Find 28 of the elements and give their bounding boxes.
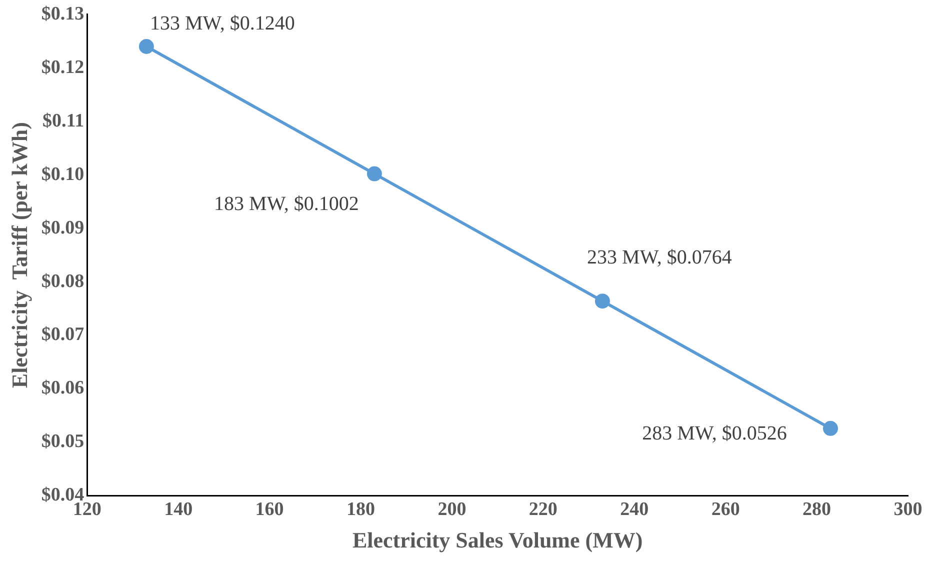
point xyxy=(594,294,610,309)
y-tick-label: $0.09 xyxy=(41,217,84,238)
x-tick-label: 280 xyxy=(802,499,832,520)
x-axis-title: Electricity Sales Volume (MW) xyxy=(352,527,643,552)
x-tick-label: 260 xyxy=(711,499,740,520)
y-tick-label: $0.12 xyxy=(41,56,84,78)
point xyxy=(138,38,154,54)
x-tick-label: 160 xyxy=(255,499,284,520)
data-label: 233 MW, $0.0764 xyxy=(587,246,732,268)
y-tick-label: $0.08 xyxy=(41,270,84,292)
point xyxy=(822,420,838,436)
y-tick-label: $0.11 xyxy=(42,110,84,132)
x-tick-label: 140 xyxy=(164,499,193,520)
x-tick-label: 180 xyxy=(346,499,376,520)
data-label: 283 MW, $0.0526 xyxy=(642,422,787,445)
point xyxy=(366,166,382,182)
y-tick-label: $0.07 xyxy=(41,324,85,346)
y-axis-title: Electricity Tariff (per kWh) xyxy=(6,122,32,388)
y-tick-label: $0.05 xyxy=(41,431,84,452)
y-tick-label: $0.06 xyxy=(41,378,84,399)
x-tick-label: 300 xyxy=(894,499,922,520)
y-tick-label: $0.13 xyxy=(41,3,84,24)
x-tick-label: 200 xyxy=(438,499,466,520)
data-label: 133 MW, $0.1240 xyxy=(150,12,295,35)
data-label: 183 MW, $0.1002 xyxy=(214,193,359,216)
x-tick-label: 220 xyxy=(528,499,558,520)
y-tick-label: $0.10 xyxy=(41,164,84,185)
x-tick-label: 240 xyxy=(620,499,649,520)
